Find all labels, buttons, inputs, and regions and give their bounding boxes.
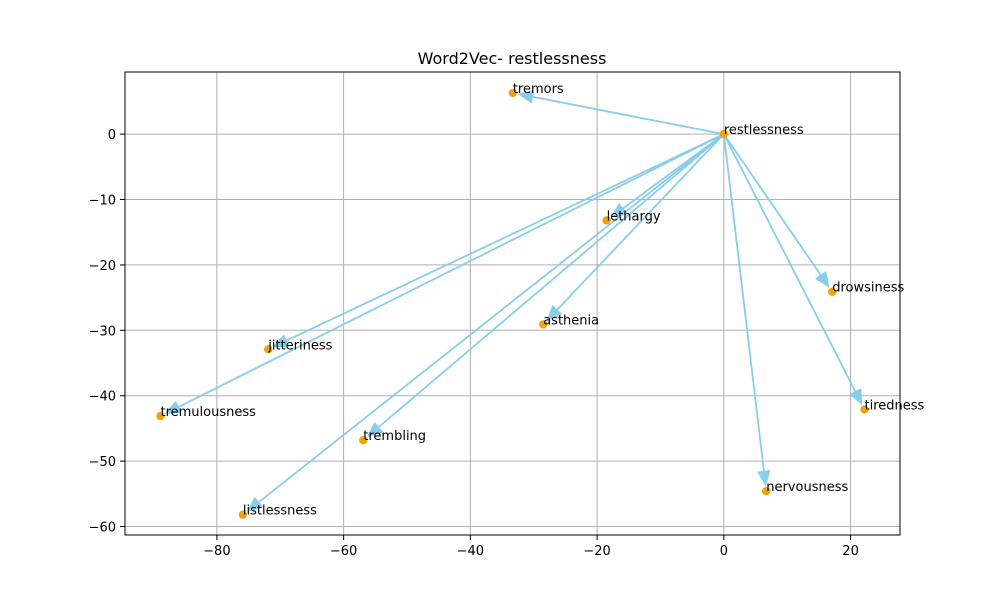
- arrow-trembling: [367, 133, 725, 437]
- point-label-nervousness: nervousness: [766, 480, 848, 495]
- y-tick-label: −10: [89, 194, 116, 209]
- arrow-tremors: [518, 90, 725, 136]
- x-tick-label: 0: [720, 544, 728, 559]
- arrows: [165, 90, 863, 512]
- point-label-tremulousness: tremulousness: [160, 405, 256, 420]
- arrow-shaft: [177, 133, 725, 408]
- point-trembling: [359, 435, 368, 445]
- arrow-tremulousness: [165, 133, 725, 414]
- arrow-drowsiness: [722, 133, 830, 288]
- arrow-shaft: [257, 133, 725, 504]
- point-label-lethargy: lethargy: [607, 209, 661, 224]
- point-label-trembling: trembling: [363, 429, 426, 444]
- chart-title: Word2Vec- restlessness: [418, 49, 607, 68]
- point-restlessness: [719, 129, 729, 139]
- arrow-head: [367, 422, 383, 437]
- x-tick-label: −40: [457, 544, 484, 559]
- point-label-drowsiness: drowsiness: [832, 281, 904, 296]
- point-label-tiredness: tiredness: [865, 398, 925, 413]
- point-lethargy: [602, 216, 611, 225]
- arrow-shaft: [377, 133, 725, 429]
- y-tick-label: −60: [89, 520, 116, 535]
- point-asthenia: [539, 320, 548, 329]
- point-drowsiness: [827, 287, 837, 296]
- y-tick-label: 0: [108, 128, 116, 143]
- arrow-head: [273, 334, 290, 348]
- arrow-shaft: [722, 133, 765, 473]
- point-label-listlessness: listlessness: [243, 504, 317, 519]
- arrow-shaft: [285, 133, 725, 342]
- plot-frame: [124, 71, 901, 536]
- arrow-shaft: [722, 133, 822, 277]
- point-label-tremors: tremors: [513, 82, 564, 97]
- arrow-nervousness: [722, 133, 771, 486]
- arrow-head: [815, 271, 830, 288]
- point-label-jitteriness: jitteriness: [267, 338, 332, 353]
- arrow-head: [247, 497, 263, 512]
- arrow-asthenia: [546, 133, 725, 321]
- y-tick-label: −30: [89, 324, 116, 339]
- point-tremulousness: [156, 411, 165, 421]
- data-points: [156, 88, 869, 519]
- arrow-listlessness: [247, 133, 725, 512]
- point-label-restlessness: restlessness: [724, 123, 804, 138]
- arrow-jitteriness: [273, 133, 725, 348]
- x-tick-label: −80: [203, 544, 230, 559]
- y-tick-label: −50: [89, 455, 116, 470]
- point-label-asthenia: asthenia: [543, 313, 599, 328]
- arrow-shaft: [531, 95, 725, 136]
- point-tremors: [508, 88, 518, 98]
- x-tick-label: 20: [842, 544, 859, 559]
- point-listlessness: [238, 510, 248, 519]
- point-labels: restlessness tremors lethargy drowsiness ast…: [160, 82, 924, 519]
- arrow-head: [546, 305, 562, 321]
- point-nervousness: [762, 486, 771, 496]
- arrow-tiredness: [722, 133, 863, 405]
- y-tick-label: −20: [89, 259, 116, 274]
- x-tick-label: −20: [583, 544, 610, 559]
- axis-ticks: −80 −60 −40 −20 0 20 0 −10 −20 −30 −40 −50 −60: [89, 128, 859, 559]
- x-tick-label: −60: [330, 544, 357, 559]
- arrow-head: [165, 401, 182, 414]
- point-jitteriness: [264, 345, 273, 354]
- arrow-shaft: [556, 133, 725, 311]
- point-tiredness: [860, 405, 869, 414]
- grid-lines: [125, 72, 900, 535]
- y-tick-label: −40: [89, 390, 116, 405]
- arrow-shaft: [722, 133, 857, 393]
- arrow-head: [757, 470, 771, 486]
- arrow-head: [518, 90, 535, 104]
- arrow-head: [849, 388, 863, 405]
